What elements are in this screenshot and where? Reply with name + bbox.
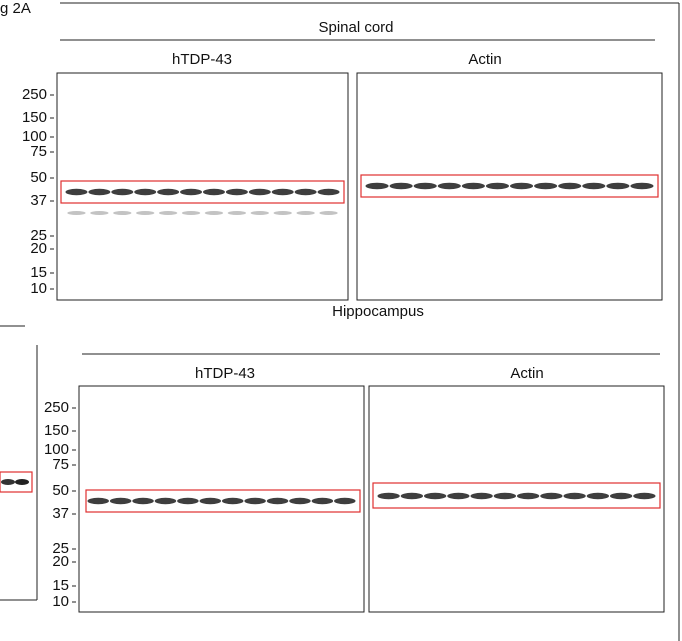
band [289,497,311,505]
band [534,182,558,190]
highlight-box [372,482,661,509]
marker-label: 37 [30,192,47,209]
band [294,188,317,196]
band [317,188,340,196]
band [111,188,134,196]
band [470,492,493,500]
band [202,188,225,196]
band [65,188,88,196]
marker-label: 75 [52,456,69,473]
marker-label: 10 [52,593,69,610]
band [586,492,610,500]
band [400,492,424,500]
band [266,497,289,505]
marker-label: 37 [52,505,69,522]
band [558,182,582,190]
marker-label: 15 [52,577,69,594]
blot-label: hTDP-43 [195,365,255,382]
panel-title: Hippocampus [332,303,424,320]
faint-band [113,211,132,215]
band [132,497,154,505]
band [88,188,111,196]
band [516,492,540,500]
band [563,492,586,500]
faint-band [227,211,247,215]
band [609,492,633,500]
band [582,182,606,190]
marker-label: 100 [44,441,69,458]
faint-band [90,211,109,215]
band [134,188,157,196]
band [221,497,244,505]
band [87,497,109,505]
band [271,188,294,196]
faint-band [319,211,338,215]
band [423,492,447,500]
marker-label: 50 [52,482,69,499]
band [493,492,517,500]
marker-label: 150 [22,109,47,126]
faint-band [136,211,155,215]
band [311,497,334,505]
figure-label: g 2A [0,0,31,17]
band [248,188,271,196]
band [199,497,222,505]
marker-label: 20 [52,553,69,570]
band [180,188,203,196]
marker-label: 250 [44,399,69,416]
highlight-box [60,180,345,204]
highlight-box [360,174,659,198]
faint-band [181,211,201,215]
highlight-box [0,471,33,493]
marker-label: 25 [52,540,69,557]
band [244,497,266,505]
band [509,182,534,190]
band [1,479,15,485]
band [389,182,413,190]
marker-label: 150 [44,422,69,439]
band [413,182,437,190]
band [334,497,356,505]
marker-label: 250 [22,86,47,103]
blot-label: hTDP-43 [172,51,232,68]
band [540,492,563,500]
marker-label: 100 [22,128,47,145]
band [157,188,180,196]
blot-label: Actin [510,365,543,382]
band [15,479,29,485]
band [365,182,389,190]
faint-band [204,211,224,215]
panel-title: Spinal cord [318,19,393,36]
band [177,497,199,505]
highlight-box [85,489,361,513]
band [461,182,485,190]
band [630,182,654,190]
band [377,492,400,500]
marker-label: 15 [30,264,47,281]
blot-frame [78,385,365,613]
band [633,492,656,500]
band [606,182,630,190]
marker-label: 50 [30,169,47,186]
blot-frame [368,385,665,613]
marker-label: 75 [30,143,47,160]
faint-band [158,211,178,215]
band [154,497,177,505]
blot-frame [56,72,349,301]
faint-band [296,211,315,215]
band [485,182,510,190]
faint-band [250,211,269,215]
band [447,492,470,500]
marker-label: 10 [30,280,47,297]
faint-band [273,211,292,215]
band [437,182,461,190]
faint-band [67,211,86,215]
marker-label: 25 [30,227,47,244]
band [225,188,248,196]
blot-label: Actin [468,51,501,68]
marker-label: 20 [30,240,47,257]
blot-frame [356,72,663,301]
band [109,497,132,505]
